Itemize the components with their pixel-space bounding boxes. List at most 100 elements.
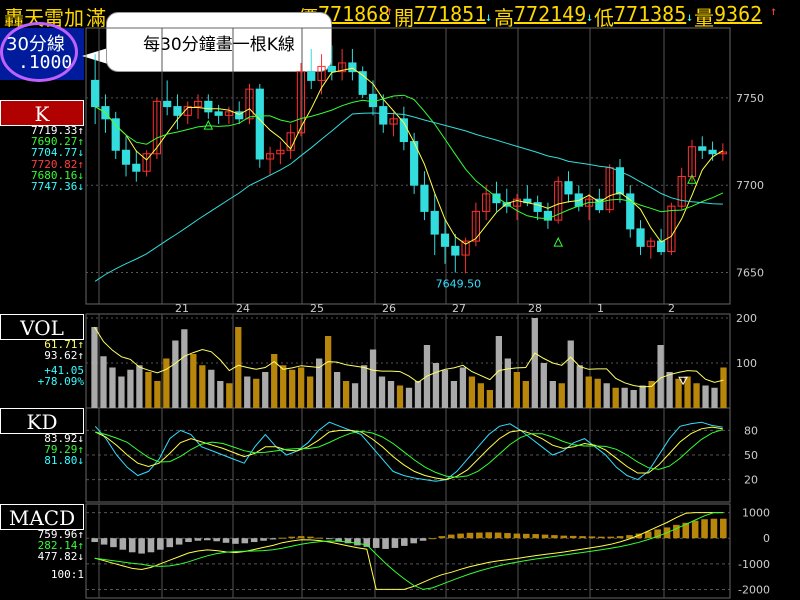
macd-y-tick-label: 1000 <box>742 507 770 520</box>
vol-change-readout: +41.05 <box>44 364 84 377</box>
macd-readout: 282.14↑ <box>37 539 84 552</box>
macd-histogram-bar <box>260 538 267 541</box>
volume-bar <box>666 372 673 408</box>
candle-body <box>554 181 563 221</box>
volume-value: 9362 <box>714 2 763 26</box>
macd-histogram-bar <box>316 537 324 539</box>
open-value: 771851 <box>414 2 487 26</box>
macd-histogram-bar <box>720 518 727 539</box>
low-value: 771385 <box>614 2 687 26</box>
volume-bar <box>387 381 395 408</box>
macd-histogram-bar <box>410 538 417 544</box>
macd-histogram-bar <box>504 533 511 539</box>
candle-body <box>379 106 388 125</box>
candle-body <box>142 153 151 172</box>
candle-body <box>687 146 697 177</box>
candle-body <box>482 193 491 212</box>
macd-histogram-bar <box>682 522 690 539</box>
volume-bar <box>414 381 422 408</box>
ma-long-line <box>94 112 723 282</box>
macd-histogram-bar <box>541 534 549 539</box>
volume-bar <box>720 367 727 408</box>
kd-k-line <box>94 421 723 482</box>
macd-histogram-bar <box>110 538 117 548</box>
macd-histogram-bar <box>222 538 230 543</box>
k-panel-title[interactable]: K <box>0 100 84 126</box>
macd-histogram-bar <box>363 538 371 547</box>
vol-ma-line <box>94 326 724 388</box>
macd-histogram-bar <box>560 535 568 539</box>
volume-bar <box>280 365 287 408</box>
candle-body <box>214 111 223 116</box>
volume-bar <box>100 356 107 408</box>
volume-bar <box>91 327 98 408</box>
vol-change-readout: +78.09% <box>37 375 84 388</box>
candle-body <box>204 100 213 113</box>
macd-readout: 477.82↓ <box>37 550 84 563</box>
candle-body <box>338 62 347 73</box>
macd-histogram-bar <box>128 538 136 553</box>
candle-body <box>564 181 573 195</box>
macd-histogram-bar <box>288 536 296 539</box>
volume-bar <box>621 387 628 408</box>
macd-histogram-bar <box>119 538 127 550</box>
signal-triangle-icon <box>687 174 697 184</box>
volume-label: 量 <box>694 6 714 30</box>
k-ma-readout: 7720.82↑ <box>31 158 84 171</box>
macd-histogram-bar <box>616 536 624 539</box>
macd-histogram-bar <box>91 538 98 543</box>
volume-bar <box>576 365 583 408</box>
candle-body <box>389 118 398 125</box>
kd-d-line <box>95 426 723 481</box>
macd-histogram-bar <box>269 538 277 540</box>
candle-body <box>111 118 120 151</box>
date-label-25: 25 <box>310 302 324 315</box>
macd-histogram-bar <box>138 538 145 554</box>
signal-triangle-icon <box>203 119 214 130</box>
candle-body <box>543 210 553 221</box>
kd-readout: 81.80↓ <box>44 454 84 467</box>
tooltip: 每30分鐘畫一根K線 <box>106 12 332 72</box>
macd-histogram-bar <box>382 538 389 549</box>
volume-bar <box>684 376 691 408</box>
macd-histogram-bar <box>147 538 155 553</box>
macd-histogram-bar <box>297 536 305 539</box>
date-label-1: 1 <box>597 302 604 315</box>
macd-histogram-bar <box>626 535 633 539</box>
candle-body <box>255 88 264 160</box>
mode-glyph: 滿 <box>86 6 106 30</box>
volume-bar <box>603 383 610 408</box>
volume-bar <box>612 387 619 408</box>
macd-panel-border <box>85 503 731 599</box>
macd-panel-title[interactable]: MACD <box>0 504 84 530</box>
volume-bar <box>244 376 251 408</box>
volume-arrow: ↑ <box>770 4 778 18</box>
macd-histogram-bar <box>232 538 239 544</box>
macd-histogram-bar <box>701 519 708 539</box>
volume-bar <box>468 376 476 408</box>
candle-body <box>224 111 234 116</box>
candle-body <box>512 198 522 207</box>
macd-y-tick-label: -2000 <box>738 583 770 596</box>
volume-bar <box>405 387 413 408</box>
macd-histogram-bar <box>419 538 427 541</box>
volume-bar <box>136 365 143 408</box>
macd-histogram-bar <box>551 535 558 539</box>
kd-panel-title[interactable]: KD <box>0 408 84 434</box>
date-label-28: 28 <box>528 302 542 315</box>
vol-panel-title[interactable]: VOL <box>0 314 84 340</box>
macd-histogram-bar <box>494 532 502 539</box>
candle-body <box>296 71 306 134</box>
volume-bar <box>154 381 161 408</box>
kd-y-tick-label: 20 <box>744 474 758 487</box>
volume-bar <box>181 329 188 408</box>
candle-body <box>420 184 429 212</box>
k-ma-readout: 7747.36↓ <box>31 180 84 193</box>
macd-histogram-bar <box>307 536 314 539</box>
low-price-label: 7649.50 <box>436 277 482 290</box>
vol-readout: 93.62↑ <box>44 349 84 362</box>
volume-bar <box>190 354 197 408</box>
k-y-tick-label: 7650 <box>736 267 764 280</box>
k-avg-readout: 7704.77↓ <box>31 146 84 159</box>
